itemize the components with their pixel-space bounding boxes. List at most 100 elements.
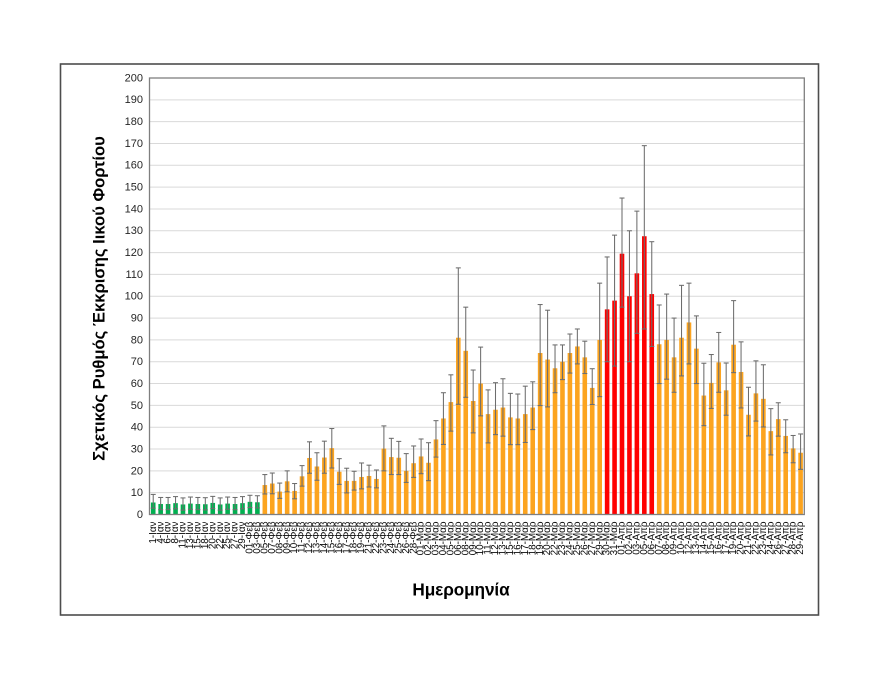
svg-text:0: 0 (137, 509, 143, 521)
svg-text:08-Απρ: 08-Απρ (661, 521, 672, 555)
svg-text:8-Ιαν: 8-Ιαν (170, 521, 181, 543)
svg-text:110: 110 (125, 269, 143, 281)
svg-text:17-Απρ: 17-Απρ (721, 521, 732, 555)
svg-text:18-Φεβ: 18-Φεβ (349, 521, 360, 554)
svg-text:70: 70 (131, 356, 143, 368)
svg-text:Ημερομηνία: Ημερομηνία (412, 580, 510, 600)
svg-text:140: 140 (125, 203, 143, 215)
svg-text:12-Απρ: 12-Απρ (684, 521, 695, 555)
svg-text:17-Μαρ: 17-Μαρ (520, 521, 531, 555)
svg-text:07-Φεβ: 07-Φεβ (267, 521, 278, 554)
svg-text:03-Μαρ: 03-Μαρ (431, 521, 442, 555)
svg-text:120: 120 (125, 247, 143, 259)
svg-text:18-Ιαν: 18-Ιαν (200, 521, 211, 549)
svg-text:02-Μαρ: 02-Μαρ (423, 521, 434, 555)
svg-text:22-Απρ: 22-Απρ (751, 521, 762, 555)
svg-text:01-Φεβ: 01-Φεβ (245, 521, 256, 554)
svg-text:22-Φεβ: 22-Φεβ (371, 521, 382, 554)
svg-text:11-Φεβ: 11-Φεβ (297, 521, 308, 553)
svg-text:01-Μαρ: 01-Μαρ (416, 521, 427, 555)
svg-text:25-Φεβ: 25-Φεβ (393, 521, 404, 554)
svg-text:21-Απρ: 21-Απρ (743, 521, 754, 555)
svg-text:Σχετικός Ρυθμός Έκκρισης Ιικού: Σχετικός Ρυθμός Έκκρισης Ιικού Φορτίου (89, 136, 108, 461)
svg-text:25-Μαρ: 25-Μαρ (572, 521, 583, 555)
svg-text:07-Απρ: 07-Απρ (654, 521, 665, 555)
svg-text:27-Μαρ: 27-Μαρ (587, 521, 598, 555)
svg-text:22-Ιαν: 22-Ιαν (215, 521, 226, 549)
svg-text:20: 20 (131, 465, 143, 477)
svg-text:09-Φεβ: 09-Φεβ (282, 521, 293, 554)
svg-text:13-Απρ: 13-Απρ (691, 521, 702, 555)
svg-text:18-Μαρ: 18-Μαρ (527, 521, 538, 555)
svg-text:25-Ιαν: 25-Ιαν (222, 521, 233, 549)
svg-text:40: 40 (131, 422, 143, 434)
svg-text:26-Απρ: 26-Απρ (773, 521, 784, 555)
svg-text:01-Απρ: 01-Απρ (617, 521, 628, 555)
svg-text:14-Φεβ: 14-Φεβ (319, 521, 330, 554)
svg-text:10-Φεβ: 10-Φεβ (289, 521, 300, 554)
svg-text:28-Φεβ: 28-Φεβ (408, 521, 419, 554)
svg-text:26-Φεβ: 26-Φεβ (401, 521, 412, 554)
svg-text:30: 30 (131, 443, 143, 455)
svg-text:27-Απρ: 27-Απρ (780, 521, 791, 555)
svg-text:06-Μαρ: 06-Μαρ (453, 521, 464, 555)
svg-text:09-Μαρ: 09-Μαρ (468, 521, 479, 555)
svg-text:13-Φεβ: 13-Φεβ (312, 521, 323, 554)
svg-text:10: 10 (131, 487, 143, 499)
svg-text:50: 50 (131, 400, 143, 412)
svg-text:10-Μαρ: 10-Μαρ (475, 521, 486, 555)
svg-text:15-Φεβ: 15-Φεβ (326, 521, 337, 554)
svg-text:05-Φεβ: 05-Φεβ (259, 521, 270, 554)
svg-text:23-Απρ: 23-Απρ (758, 521, 769, 555)
svg-text:16-Φεβ: 16-Φεβ (334, 521, 345, 554)
svg-text:150: 150 (125, 182, 143, 194)
svg-text:08-Μαρ: 08-Μαρ (460, 521, 471, 555)
svg-text:03-Απρ: 03-Απρ (631, 521, 642, 555)
svg-text:03-Φεβ: 03-Φεβ (252, 521, 263, 554)
svg-text:28-Απρ: 28-Απρ (788, 521, 799, 555)
svg-text:22-Μαρ: 22-Μαρ (550, 521, 561, 555)
svg-text:12-Μαρ: 12-Μαρ (490, 521, 501, 555)
svg-text:90: 90 (131, 313, 143, 325)
svg-text:200: 200 (125, 72, 143, 84)
svg-text:23-Φεβ: 23-Φεβ (378, 521, 389, 554)
svg-text:20-Μαρ: 20-Μαρ (542, 521, 553, 555)
svg-text:29-Απρ: 29-Απρ (795, 521, 806, 555)
svg-text:13-Μαρ: 13-Μαρ (498, 521, 509, 555)
svg-text:02-Απρ: 02-Απρ (624, 521, 635, 555)
svg-text:12-Φεβ: 12-Φεβ (304, 521, 315, 554)
svg-text:24-Φεβ: 24-Φεβ (386, 521, 397, 554)
svg-text:08-Φεβ: 08-Φεβ (274, 521, 285, 554)
svg-text:130: 130 (125, 225, 143, 237)
svg-text:10-Απρ: 10-Απρ (676, 521, 687, 555)
svg-text:4-Ιαν: 4-Ιαν (155, 521, 166, 543)
svg-text:170: 170 (125, 138, 143, 150)
svg-text:29-Μαρ: 29-Μαρ (594, 521, 605, 555)
svg-text:19-Απρ: 19-Απρ (728, 521, 739, 555)
svg-text:26-Μαρ: 26-Μαρ (579, 521, 590, 555)
svg-text:160: 160 (125, 160, 143, 172)
svg-text:19-Φεβ: 19-Φεβ (356, 521, 367, 554)
svg-text:20-Απρ: 20-Απρ (736, 521, 747, 555)
svg-text:09-Απρ: 09-Απρ (669, 521, 680, 555)
svg-text:04-Μαρ: 04-Μαρ (438, 521, 449, 555)
svg-text:24-Απρ: 24-Απρ (765, 521, 776, 555)
svg-text:80: 80 (131, 334, 143, 346)
svg-text:20-Ιαν: 20-Ιαν (207, 521, 218, 549)
svg-text:60: 60 (131, 378, 143, 390)
svg-text:16-Μαρ: 16-Μαρ (512, 521, 523, 555)
svg-text:19-Μαρ: 19-Μαρ (535, 521, 546, 555)
svg-text:05-Απρ: 05-Απρ (639, 521, 650, 555)
svg-text:15-Απρ: 15-Απρ (706, 521, 717, 555)
svg-text:190: 190 (125, 94, 143, 106)
svg-text:06-Απρ: 06-Απρ (646, 521, 657, 555)
svg-text:180: 180 (125, 116, 143, 128)
svg-text:6-Ιαν: 6-Ιαν (163, 521, 174, 543)
svg-text:05-Μαρ: 05-Μαρ (445, 521, 456, 555)
svg-text:11-Μαρ: 11-Μαρ (483, 521, 494, 554)
svg-text:21-Φεβ: 21-Φεβ (364, 521, 375, 554)
svg-text:29-Ιαν: 29-Ιαν (237, 521, 248, 549)
svg-text:31-Μαρ: 31-Μαρ (609, 521, 620, 555)
svg-text:27-Ιαν: 27-Ιαν (230, 521, 241, 549)
svg-text:100: 100 (125, 291, 143, 303)
